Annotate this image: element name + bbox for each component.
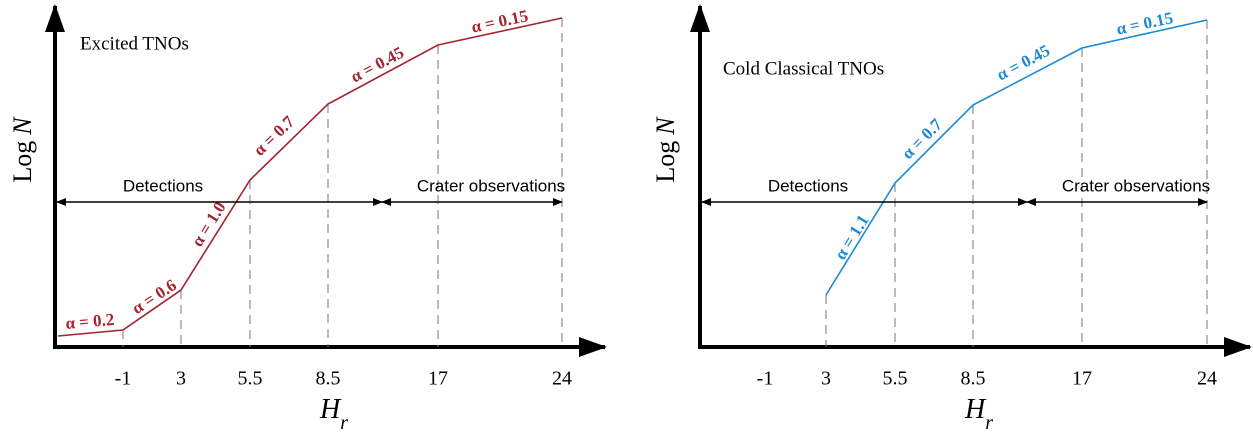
y-axis-label: Log N <box>651 116 680 183</box>
x-tick-label: 24 <box>1197 368 1217 390</box>
x-label-subscript: r <box>340 412 348 434</box>
region-label: Detections <box>768 176 848 195</box>
x-tick-label: 24 <box>552 368 572 390</box>
panel-title: Cold Classical TNOs <box>723 58 884 79</box>
x-tick-label: 17 <box>1072 368 1092 390</box>
x-label-symbol: H <box>319 394 342 425</box>
x-axis-label: Hr <box>319 394 348 433</box>
x-tick-label: 3 <box>176 368 186 390</box>
panel-title: Excited TNOs <box>80 33 189 54</box>
segment-label: α = 1.1 <box>831 211 873 263</box>
y-label-variable: N <box>651 116 680 136</box>
segment-label: α = 1.0 <box>188 198 230 250</box>
x-tick-label: 5.5 <box>238 368 263 390</box>
slope-curve <box>825 19 1208 296</box>
x-tick-label: -1 <box>115 368 132 390</box>
x-tick-label: 5.5 <box>883 368 908 390</box>
x-axis-label: Hr <box>964 394 993 433</box>
y-label-text: Log <box>651 141 680 183</box>
x-label-subscript: r <box>985 412 993 434</box>
panel: α = 1.1α = 0.7α = 0.45α = 0.15Detections… <box>651 4 1252 434</box>
region-label: Crater observations <box>417 176 565 195</box>
x-tick-label: -1 <box>757 368 774 390</box>
x-tick-label: 8.5 <box>316 368 341 390</box>
segment-label: α = 0.2 <box>65 310 115 333</box>
y-label-variable: N <box>8 116 37 136</box>
panel: α = 0.2α = 0.6α = 1.0α = 0.7α = 0.45α = … <box>8 4 607 434</box>
y-label-text: Log <box>8 141 37 183</box>
slope-curve <box>57 17 563 337</box>
region-label: Crater observations <box>1062 176 1210 195</box>
region-label: Detections <box>123 176 203 195</box>
x-label-symbol: H <box>964 394 987 425</box>
x-tick-label: 8.5 <box>961 368 986 390</box>
segment-label: α = 0.7 <box>250 112 299 160</box>
segment-label: α = 0.45 <box>347 43 407 87</box>
y-axis-label: Log N <box>8 116 37 183</box>
x-tick-label: 3 <box>821 368 831 390</box>
x-tick-label: 17 <box>428 368 448 390</box>
